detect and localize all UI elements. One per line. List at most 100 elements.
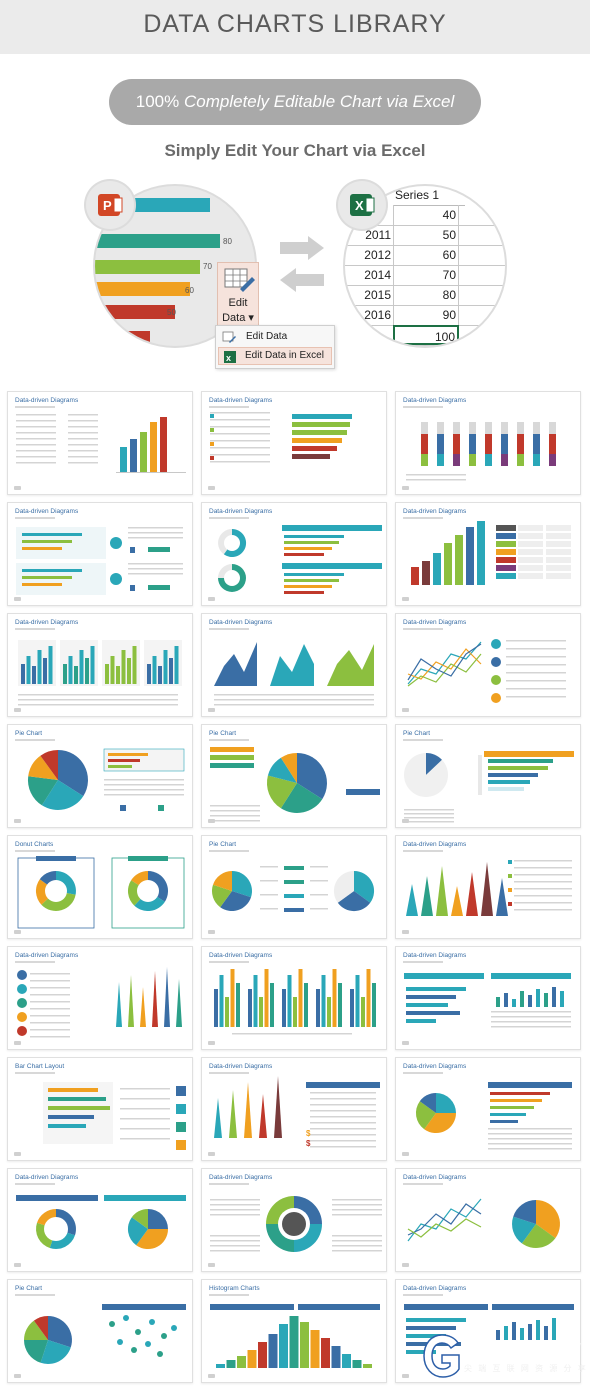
text-line xyxy=(214,699,374,701)
scatter-point xyxy=(123,1315,129,1321)
chart-thumbnail-card[interactable]: Data-driven Diagrams xyxy=(7,613,193,717)
sheet-year-cell[interactable]: 2015 xyxy=(364,288,391,302)
menu-item-label: Edit Data in Excel xyxy=(245,350,324,361)
chart-thumbnail-card[interactable]: Data-driven Diagrams xyxy=(395,502,581,606)
menu-item-edit-data[interactable]: Edit Data xyxy=(218,328,332,346)
text-line xyxy=(488,1143,572,1145)
card-subtitle-line xyxy=(209,1072,249,1074)
scatter-point xyxy=(131,1347,137,1353)
chart-thumbnail-card[interactable]: Donut Charts xyxy=(7,835,193,939)
sheet-value-cell[interactable]: 60 xyxy=(393,245,459,265)
menu-item-edit-data-in-excel[interactable]: x Edit Data in Excel xyxy=(218,347,332,365)
chart-thumbnail-card[interactable]: Histogram Charts xyxy=(201,1279,387,1383)
text-line xyxy=(310,1098,376,1100)
chart-thumbnail-card[interactable]: Data-driven Diagrams xyxy=(201,391,387,495)
sheet-value-cell[interactable]: 90 xyxy=(393,305,459,325)
text-line xyxy=(404,821,454,823)
chart-thumbnail-card[interactable]: Pie Chart xyxy=(7,724,193,828)
card-subtitle-line xyxy=(403,1294,443,1296)
chart-thumbnail-card[interactable]: Data-driven Diagrams xyxy=(201,613,387,717)
pie-slice xyxy=(436,1093,456,1113)
chart-bar xyxy=(210,428,214,432)
sheet-value-cell[interactable]: 80 xyxy=(393,285,459,305)
chart-thumbnail-card[interactable]: Data-driven Diagrams xyxy=(395,1168,581,1272)
chart-thumbnail-card[interactable]: Data-driven Diagrams xyxy=(7,391,193,495)
chart-thumbnail-card[interactable]: Data-driven Diagrams xyxy=(395,613,581,717)
chart-bar xyxy=(63,664,67,684)
chart-bar xyxy=(421,434,428,454)
banner-text: Completely Editable Chart via Excel xyxy=(183,92,455,111)
section-subtitle: Simply Edit Your Chart via Excel xyxy=(164,141,426,160)
chart-bar xyxy=(496,533,516,539)
text-line xyxy=(332,1250,382,1252)
slide-marker xyxy=(208,930,215,934)
card-chart xyxy=(218,525,382,594)
pie-slice xyxy=(28,755,58,780)
chart-thumbnail-card[interactable]: Data-driven Diagrams xyxy=(395,1057,581,1161)
chart-bar xyxy=(259,997,263,1027)
chart-thumbnail-card[interactable]: Pie Chart xyxy=(395,724,581,828)
chart-thumbnail-card[interactable]: Data-driven Diagrams xyxy=(201,1168,387,1272)
chart-thumbnail-card[interactable]: Data-driven Diagrams xyxy=(7,1168,193,1272)
chart-thumbnail-card[interactable]: Data-driven Diagrams $ $ xyxy=(201,1057,387,1161)
chart-bar xyxy=(284,573,344,576)
card-subtitle-line xyxy=(403,517,443,519)
sheet-year-cell[interactable]: 2016 xyxy=(364,308,391,322)
pie-slice xyxy=(354,870,375,903)
chart-thumbnail-card[interactable]: Data-driven Diagrams xyxy=(7,502,193,606)
sheet-year-cell[interactable]: 2012 xyxy=(364,248,391,262)
chart-bar xyxy=(342,1354,351,1368)
chart-thumbnail-card[interactable]: Data-driven Diagrams xyxy=(201,502,387,606)
chart-thumbnail-card[interactable]: Pie Chart xyxy=(201,724,387,828)
chart-thumbnail-card[interactable]: Data-driven Diagrams xyxy=(395,391,581,495)
pie-slice xyxy=(220,891,251,912)
card-title: Donut Charts xyxy=(15,841,54,848)
sheet-year-cell[interactable]: 2014 xyxy=(364,268,391,282)
edit-data-button[interactable]: Edit Data ▾ xyxy=(217,262,259,328)
sheet-value-cell[interactable]: 50 xyxy=(393,225,459,245)
sheet-year-cell[interactable]: 2011 xyxy=(365,228,391,242)
chart-thumbnail-card[interactable]: Data-driven Diagrams xyxy=(395,946,581,1050)
bar-value-label: 70 xyxy=(203,262,212,271)
chart-thumbnail-card[interactable]: Data-driven Diagrams xyxy=(395,835,581,939)
card-title: Data-driven Diagrams xyxy=(15,1174,79,1181)
text-line xyxy=(68,432,98,434)
chart-thumbnail-card[interactable]: Pie Chart xyxy=(7,1279,193,1383)
edit-data-label-1: Edit xyxy=(228,297,248,309)
chart-thumbnail-card[interactable]: Data-driven Diagrams xyxy=(201,946,387,1050)
chart-bar xyxy=(210,755,254,760)
chart-bar xyxy=(279,1324,288,1368)
chart-thumbnail-card[interactable]: Bar Chart Layout xyxy=(7,1057,193,1161)
chart-bar xyxy=(48,1088,98,1092)
sheet-value-cell[interactable]: 100 xyxy=(393,325,459,345)
sheet-value-cell[interactable]: 70 xyxy=(393,265,459,285)
chart-spike xyxy=(214,1098,222,1138)
card-chart xyxy=(406,422,556,481)
text-line xyxy=(68,414,98,416)
text-line xyxy=(30,1029,70,1031)
chart-bar xyxy=(546,525,571,531)
chart-spike xyxy=(229,1090,237,1138)
chart-bar xyxy=(533,454,540,466)
chart-bar xyxy=(316,989,320,1027)
sheet-year-cell[interactable] xyxy=(359,325,393,345)
title-band xyxy=(491,973,571,979)
chart-bar xyxy=(282,989,286,1027)
text-line xyxy=(210,1214,260,1216)
slide-marker xyxy=(208,1263,215,1267)
text-line xyxy=(16,462,56,464)
pie-slice xyxy=(232,871,252,898)
card-chart xyxy=(404,751,574,823)
chart-bar xyxy=(284,585,332,588)
chart-bar xyxy=(68,656,73,684)
card-subtitle-line xyxy=(15,1072,55,1074)
text-line xyxy=(16,444,56,446)
bar-value-label: 50 xyxy=(167,308,176,317)
scatter-point xyxy=(145,1341,151,1347)
chart-thumbnail-card[interactable]: Data-driven Diagrams xyxy=(7,946,193,1050)
chart-thumbnail-card[interactable]: Pie Chart xyxy=(201,835,387,939)
sheet-value-cell[interactable]: 40 xyxy=(393,205,459,225)
chart-bar xyxy=(501,454,508,466)
chart-bar xyxy=(518,541,543,547)
edit-data-menu: Edit Data x Edit Data in Excel xyxy=(215,325,335,369)
